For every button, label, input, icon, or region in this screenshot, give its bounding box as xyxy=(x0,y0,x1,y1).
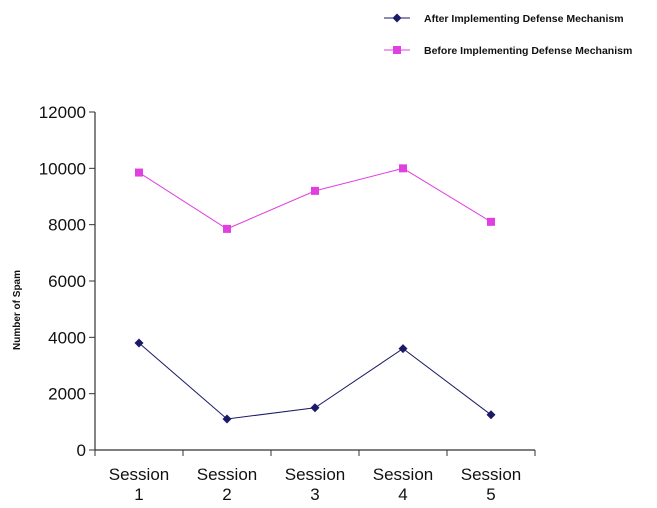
y-tick-label: 8000 xyxy=(48,216,86,235)
y-tick-label: 2000 xyxy=(48,385,86,404)
legend-label: Before Implementing Defense Mechanism xyxy=(424,45,632,57)
y-tick-label: 6000 xyxy=(48,272,86,291)
legend-item-after: After Implementing Defense Mechanism xyxy=(384,13,624,25)
data-point xyxy=(134,338,144,348)
legend-label: After Implementing Defense Mechanism xyxy=(424,13,624,25)
data-point xyxy=(399,164,407,173)
y-tick-label: 4000 xyxy=(48,328,86,347)
data-point xyxy=(311,186,319,195)
x-tick-label: Session 1 xyxy=(109,465,169,504)
x-tick-label: Session 2 xyxy=(197,465,257,504)
series-after xyxy=(134,338,496,424)
legend-item-before: Before Implementing Defense Mechanism xyxy=(384,45,632,57)
y-tick-label: 12000 xyxy=(39,103,86,122)
legend-marker xyxy=(393,46,401,54)
y-axis-label: Number of Spam xyxy=(12,270,23,350)
data-point xyxy=(486,410,496,420)
data-point xyxy=(222,414,232,424)
y-tick-label: 10000 xyxy=(39,159,86,178)
x-tick-label: Session 3 xyxy=(285,465,345,504)
x-tick-label: Session 5 xyxy=(461,465,521,504)
legend: After Implementing Defense Mechanism Befo… xyxy=(384,13,632,57)
series-before xyxy=(135,164,495,233)
data-point xyxy=(398,344,408,354)
y-tick-label: 0 xyxy=(77,441,86,460)
data-point xyxy=(310,403,320,413)
series-line xyxy=(138,167,492,230)
axes: 0 2000 4000 6000 8000 10000 12000 Session 1 Sessi… xyxy=(39,103,536,504)
data-point xyxy=(223,224,231,233)
series-layer xyxy=(134,164,496,424)
legend-marker xyxy=(392,13,402,23)
x-tick-label: Session 4 xyxy=(373,465,433,504)
data-point xyxy=(487,217,495,226)
data-point xyxy=(135,168,143,177)
